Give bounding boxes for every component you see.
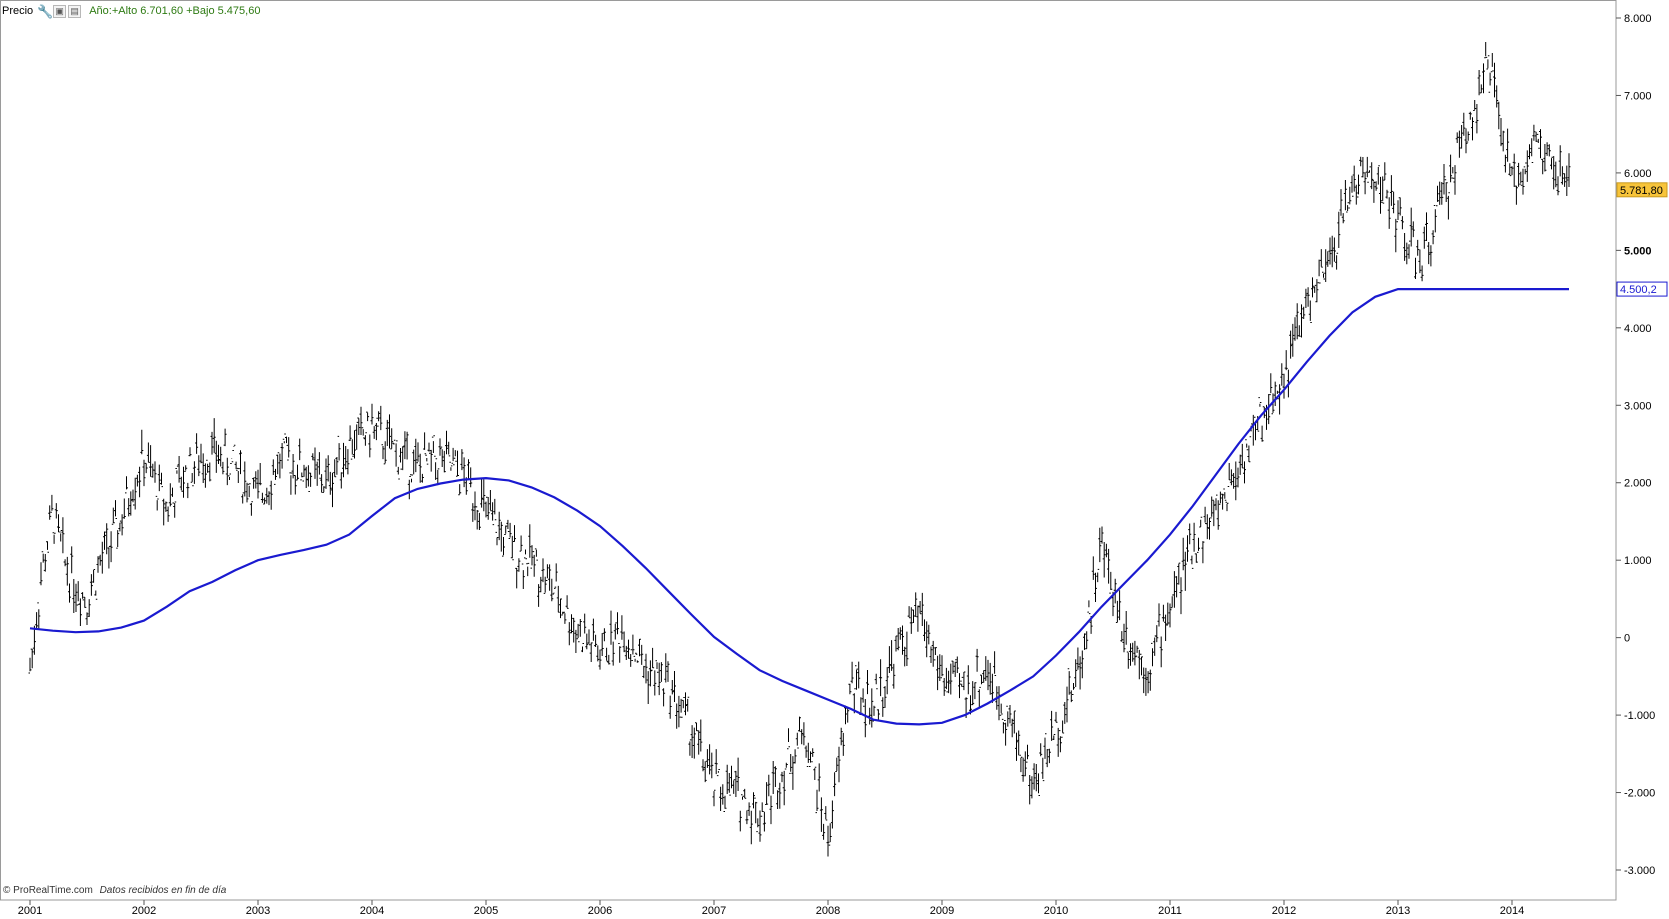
plot-frame bbox=[0, 0, 1617, 901]
last-price-badge bbox=[1616, 182, 1668, 198]
x-tick-label: 2001 bbox=[18, 905, 42, 917]
price-bars bbox=[28, 42, 1571, 857]
y-tick-label: -3.000 bbox=[1624, 865, 1655, 877]
year-high-low: Año:+Alto 6.701,60 +Bajo 5.475,60 bbox=[89, 5, 261, 17]
x-tick-label: 2009 bbox=[930, 905, 954, 917]
chart-header: Precio 🔧 ▣ ▤ Año:+Alto 6.701,60 +Bajo 5.… bbox=[2, 2, 260, 20]
y-tick-label: 6.000 bbox=[1624, 168, 1652, 180]
x-tick-label: 2004 bbox=[360, 905, 384, 917]
window-icon[interactable]: ▣ bbox=[53, 4, 67, 18]
x-tick-label: 2003 bbox=[246, 905, 270, 917]
chart-footer: © ProRealTime.com Datos recibidos en fin… bbox=[3, 885, 226, 896]
data-note: Datos recibidos en fin de día bbox=[99, 885, 227, 896]
y-tick-label: -1.000 bbox=[1624, 710, 1655, 722]
x-tick-label: 2011 bbox=[1158, 905, 1182, 917]
y-tick-label: 7.000 bbox=[1624, 90, 1652, 102]
y-tick-label: -2.000 bbox=[1624, 788, 1655, 800]
moving-average-line bbox=[29, 288, 1569, 726]
price-series bbox=[28, 42, 1571, 857]
collapse-icon[interactable]: ▤ bbox=[68, 4, 82, 18]
x-tick-label: 2002 bbox=[132, 905, 156, 917]
x-tick-label: 2013 bbox=[1386, 905, 1410, 917]
y-tick-label: 2.000 bbox=[1624, 478, 1652, 490]
y-tick-label: 3.000 bbox=[1624, 400, 1652, 412]
x-tick-label: 2012 bbox=[1272, 905, 1296, 917]
ma-value-label: 4.500,2 bbox=[1620, 284, 1657, 296]
y-tick-label: 5.000 bbox=[1624, 245, 1652, 257]
ma-value-badge bbox=[1616, 281, 1668, 297]
x-tick-label: 2008 bbox=[816, 905, 840, 917]
x-tick-label: 2005 bbox=[474, 905, 498, 917]
x-tick-label: 2010 bbox=[1044, 905, 1068, 917]
x-tick-label: 2014 bbox=[1500, 905, 1524, 917]
indicator-title: Precio bbox=[2, 5, 34, 17]
y-tick-label: 8.000 bbox=[1624, 13, 1652, 25]
wrench-icon[interactable]: 🔧 bbox=[37, 3, 54, 19]
y-tick-label: 0 bbox=[1624, 633, 1630, 645]
brand-text: © ProRealTime.com bbox=[3, 885, 93, 896]
last-price-label: 5.781,80 bbox=[1620, 185, 1663, 197]
y-tick-label: 1.000 bbox=[1624, 555, 1652, 567]
x-tick-label: 2006 bbox=[588, 905, 612, 917]
x-tick-label: 2007 bbox=[702, 905, 726, 917]
y-tick-label: 4.000 bbox=[1624, 323, 1652, 335]
